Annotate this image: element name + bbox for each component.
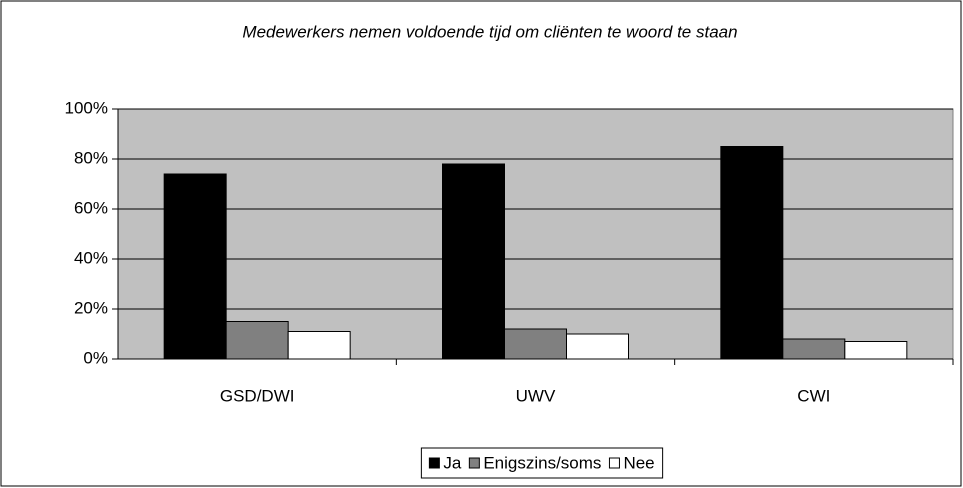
legend-swatch — [468, 457, 480, 469]
y-tick-label: 100% — [65, 98, 108, 117]
bar — [225, 321, 289, 360]
x-tick-label: UWV — [516, 386, 556, 405]
y-tick-label: 20% — [74, 298, 108, 317]
bar — [163, 173, 227, 360]
y-tick-label: 60% — [74, 198, 108, 217]
plot-area — [117, 108, 954, 360]
legend-box — [420, 447, 664, 479]
legend-label: Enigszins/soms — [483, 453, 601, 472]
legend-label: Nee — [623, 453, 654, 472]
x-tick-label: GSD/DWI — [220, 386, 295, 405]
bar — [287, 331, 351, 360]
bar — [504, 328, 567, 360]
legend-swatch — [428, 457, 440, 469]
legend-swatch — [608, 457, 620, 469]
x-tick-label: CWI — [797, 386, 830, 405]
chart-title: Medewerkers nemen voldoende tijd om clië… — [242, 22, 737, 41]
bar — [720, 146, 784, 360]
bar — [566, 333, 629, 360]
bar — [442, 163, 505, 360]
y-tick-label: 40% — [74, 248, 108, 267]
bar — [844, 341, 908, 360]
y-tick-label: 80% — [74, 148, 108, 167]
y-tick-label: 0% — [83, 348, 108, 367]
legend-label: Ja — [443, 453, 462, 472]
bar — [782, 338, 846, 360]
